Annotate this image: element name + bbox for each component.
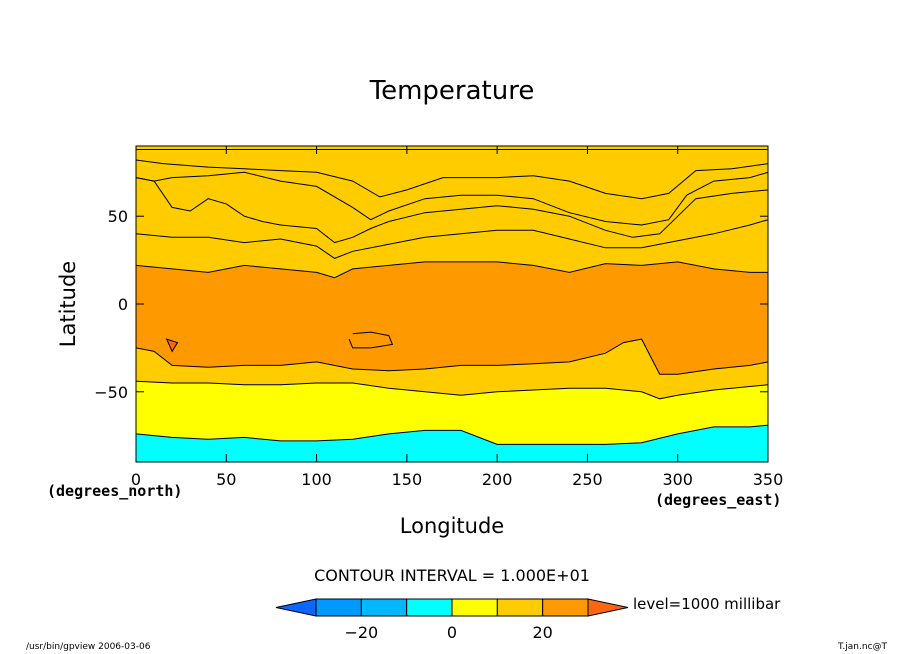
contour-interval-label: CONTOUR INTERVAL = 1.000E+01: [314, 566, 590, 585]
contour-line: [136, 261, 768, 279]
x-axis-unit: (degrees_east): [655, 491, 782, 509]
y-tick-label: 0: [118, 295, 128, 314]
chart-title: Temperature: [369, 76, 535, 106]
x-tick-label: 300: [662, 470, 693, 489]
colorbar-segment: [315, 598, 362, 617]
contour-fills: [136, 146, 768, 462]
contour-band: [136, 146, 768, 278]
contour-line: [348, 331, 394, 349]
x-axis-label: Longitude: [399, 514, 505, 538]
x-tick-label: 350: [753, 470, 784, 489]
contour-line: [136, 159, 768, 200]
x-tick-label: 0: [131, 470, 141, 489]
contour-line: [136, 219, 768, 259]
contour-line: [165, 338, 179, 353]
contour-line: [136, 177, 768, 244]
contour-line: [136, 171, 768, 226]
colorbar-high-arrow: [587, 598, 629, 617]
x-axis-ticks: 0 50 100 150 200 250 300 350: [131, 146, 783, 489]
contour-line: [136, 424, 768, 445]
y-axis-label: Latitude: [56, 260, 80, 348]
colorbar-tick-label: 0: [447, 623, 457, 642]
x-tick-label: 200: [482, 470, 513, 489]
x-tick-label: 150: [392, 470, 423, 489]
y-axis-unit: (degrees_north): [47, 482, 183, 500]
contour-band: [136, 425, 768, 462]
contour-line: [136, 338, 768, 375]
x-tick-label: 100: [301, 470, 332, 489]
footer-right: T.jan.nc@T: [838, 642, 888, 652]
y-tick-label: −50: [94, 383, 128, 402]
y-tick-label: 50: [108, 207, 128, 226]
colorbar-segment: [496, 598, 544, 617]
contour-lines: [136, 149, 768, 445]
y-axis-ticks: 50 0 −50: [94, 207, 768, 402]
colorbar-low-arrow: [275, 598, 317, 617]
colorbar: −20 0 20: [275, 598, 629, 642]
x-tick-label: 250: [572, 470, 603, 489]
x-tick-label: 50: [216, 470, 236, 489]
colorbar-segment: [542, 598, 589, 617]
colorbar-segment: [406, 598, 453, 617]
colorbar-tick-label: 20: [532, 623, 552, 642]
footer-left: /usr/bin/gpview 2006-03-06: [26, 642, 151, 652]
colorbar-segment: [360, 598, 408, 617]
colorbar-tick-label: −20: [344, 623, 378, 642]
level-label: level=1000 millibar: [633, 595, 781, 613]
contour-line: [136, 380, 768, 400]
colorbar-segment: [451, 598, 498, 617]
